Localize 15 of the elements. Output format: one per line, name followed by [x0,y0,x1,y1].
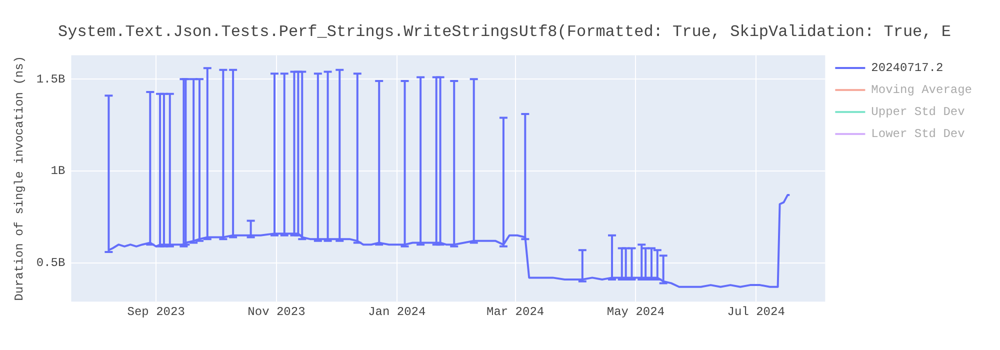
x-tick-label: Jan 2024 [368,304,426,319]
x-tick-label: Jul 2024 [727,304,785,319]
legend-label: 20240717.2 [871,61,944,76]
legend-label: Lower Std Dev [871,127,965,142]
y-tick-label: 1.5B [36,72,66,86]
y-tick-label: 1B [50,164,66,178]
x-tick-label: Mar 2024 [486,304,544,319]
x-tick-label: Sep 2023 [127,304,185,319]
x-tick-label: Nov 2023 [248,304,306,319]
legend-label: Upper Std Dev [871,105,965,120]
y-axis-title: Duration of single invocation (ns) [12,56,26,301]
chart-title: System.Text.Json.Tests.Perf_Strings.WriteStringsUtf8(Formatted: True, SkipValidation: True, E [57,22,952,42]
x-tick-label: May 2024 [606,304,665,319]
y-tick-label: 0.5B [36,256,66,270]
legend-label: Moving Average [871,83,972,98]
